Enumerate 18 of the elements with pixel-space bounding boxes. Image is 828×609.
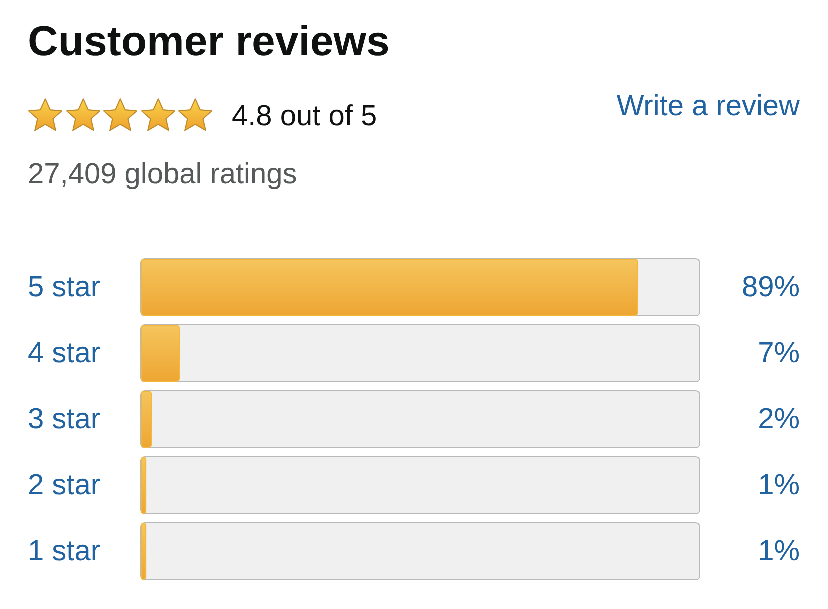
bar <box>141 324 180 382</box>
text: 4.8 out of 5 <box>232 100 378 132</box>
y-tick-label: 2 star <box>28 470 101 502</box>
text: Write a review <box>616 90 802 122</box>
bar <box>141 390 152 448</box>
text: 27,409 global ratings <box>28 158 298 190</box>
y-tick-label: 1 star <box>28 536 101 568</box>
y-tick-label: 4 star <box>28 338 101 370</box>
bar <box>141 456 147 514</box>
data-label: 1% <box>758 536 800 568</box>
data-label: 1% <box>758 470 800 502</box>
bar <box>141 522 147 580</box>
data-label: 7% <box>758 338 800 370</box>
data-label: 2% <box>758 404 800 436</box>
y-tick-label: 3 star <box>28 404 101 436</box>
data-label: 89% <box>742 272 800 304</box>
y-tick-label: 5 star <box>28 272 101 304</box>
chart-title: Customer reviews <box>28 18 390 64</box>
